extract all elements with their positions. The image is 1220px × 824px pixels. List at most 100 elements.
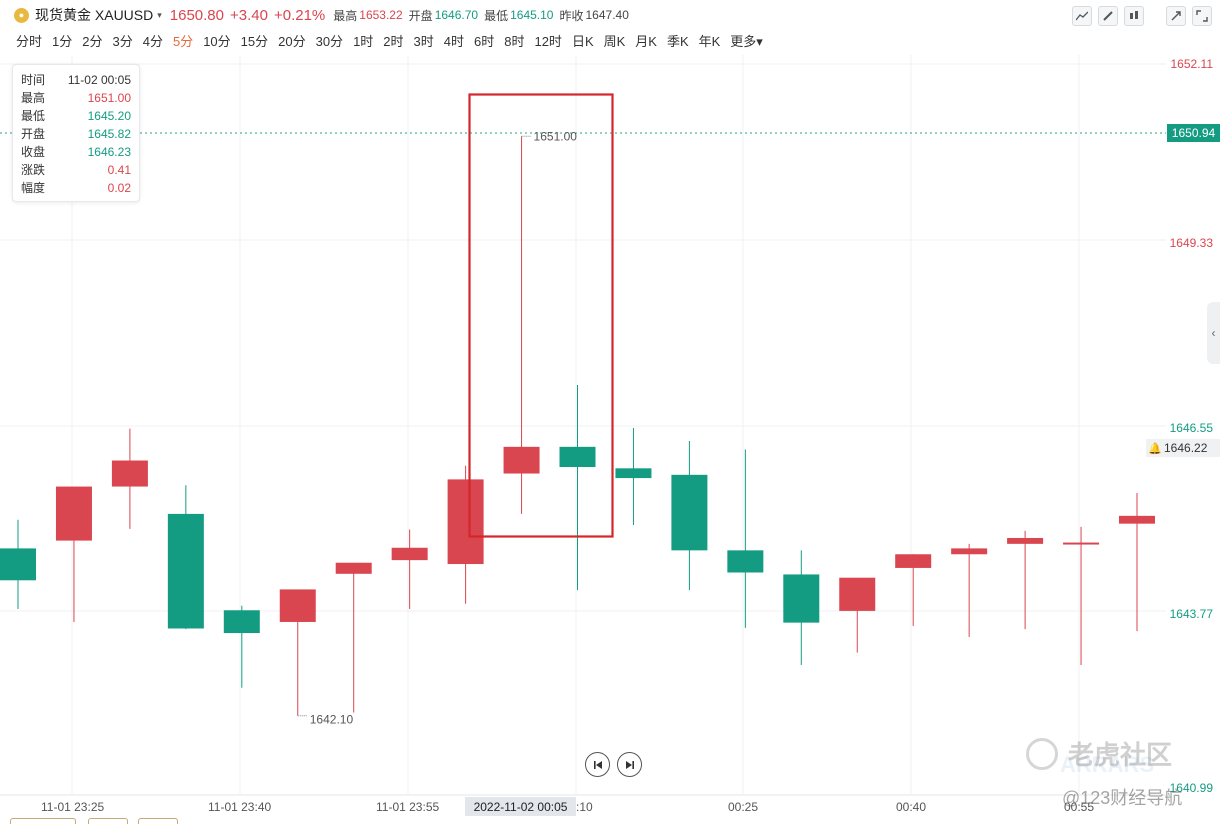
period-tab[interactable]: 15分: [240, 34, 269, 49]
min-marker-label: 1642.10: [310, 713, 354, 727]
pen-icon[interactable]: [1098, 6, 1118, 26]
candle: [55, 486, 92, 622]
tooltip-key: 最高: [21, 91, 46, 105]
candle: [951, 543, 988, 637]
candle: [839, 577, 876, 653]
time-label: 11-01 23:55: [376, 800, 440, 814]
prev-close-label: 昨收: [559, 8, 584, 23]
period-tab[interactable]: 分时: [16, 34, 43, 49]
overlay-layer: 1651.00 1642.10: [297, 93, 614, 727]
open-label: 开盘: [408, 8, 433, 23]
chart-toolbar: [1072, 6, 1212, 26]
period-tab[interactable]: 5分: [172, 34, 194, 49]
prev-close-value: 1647.40: [585, 8, 629, 22]
price-change-percent: +0.21%: [273, 6, 326, 24]
candle-body: [111, 460, 148, 487]
chevron-down-icon[interactable]: ▾: [157, 9, 162, 20]
time-label: 00:40: [896, 800, 927, 814]
highlight-box: [468, 93, 614, 538]
line-chart-icon[interactable]: [1072, 6, 1092, 26]
tooltip-row: 涨跌 0.41: [21, 161, 131, 179]
period-tab[interactable]: 周K: [603, 34, 626, 49]
candle: [335, 562, 372, 713]
period-tab[interactable]: 4时: [443, 34, 464, 49]
tooltip-row: 开盘 1645.82: [21, 125, 131, 143]
period-tab[interactable]: 年K: [698, 34, 721, 49]
period-tab[interactable]: 3分: [112, 34, 133, 49]
time-label: 11-01 23:25: [41, 800, 105, 814]
candle-body: [55, 486, 92, 541]
candle-body: [1063, 542, 1100, 545]
tooltip-key: 时间: [21, 73, 46, 87]
time-label: 00:55: [1064, 800, 1095, 814]
candle: [167, 485, 204, 630]
candle-body: [335, 562, 372, 574]
period-tab[interactable]: 12时: [534, 34, 562, 49]
fullscreen-icon[interactable]: [1192, 6, 1212, 26]
period-tab[interactable]: 2分: [82, 34, 103, 49]
period-tab[interactable]: 3时: [413, 34, 434, 49]
period-tab[interactable]: 8时: [504, 34, 525, 49]
candle: [0, 519, 36, 609]
candle-body: [727, 550, 764, 573]
price-label: 1646.55: [1169, 421, 1213, 435]
candle-body: [503, 446, 540, 474]
period-tab[interactable]: 2时: [383, 34, 404, 49]
side-panel-toggle[interactable]: ‹: [1207, 302, 1220, 364]
time-label-partial: :10: [576, 800, 593, 814]
bottom-tab[interactable]: [88, 818, 128, 824]
watermark-text: 老虎社区: [1068, 740, 1173, 770]
candle-body: [895, 554, 932, 568]
tooltip-value: 0.02: [107, 181, 131, 195]
expand-icon[interactable]: [1166, 6, 1186, 26]
symbol-name[interactable]: 现货黄金 XAUUSD: [35, 7, 154, 23]
tooltip-key: 收盘: [21, 145, 46, 159]
candle-body: [391, 547, 428, 561]
period-tab[interactable]: 6时: [474, 34, 495, 49]
bottom-tab[interactable]: [138, 818, 178, 824]
candles-icon[interactable]: [1124, 6, 1144, 26]
high-value: 1653.22: [359, 8, 403, 22]
price-change: +3.40: [230, 6, 268, 24]
candle-body: [447, 479, 484, 565]
period-tab[interactable]: 更多▾: [730, 34, 763, 49]
period-tab[interactable]: 4分: [142, 34, 163, 49]
period-tab[interactable]: 1分: [52, 34, 73, 49]
period-tab[interactable]: 20分: [278, 34, 306, 49]
candle: [615, 427, 652, 525]
period-tab[interactable]: 10分: [203, 34, 231, 49]
bottom-tab[interactable]: [10, 818, 76, 824]
period-tab[interactable]: 1时: [353, 34, 374, 49]
watermark-ghost: ARRARS: [1060, 752, 1155, 777]
tooltip-value: 1645.20: [87, 109, 131, 123]
time-label: 11-01 23:40: [208, 800, 272, 814]
price-label: 1640.99: [1169, 781, 1213, 795]
candle-body: [615, 468, 652, 479]
candles-layer: [0, 136, 1155, 716]
gold-coin-icon: ●: [14, 7, 29, 23]
price-label: 1649.33: [1169, 236, 1213, 250]
candle-body: [951, 548, 988, 555]
bell-icon[interactable]: 🔔: [1148, 442, 1162, 455]
period-tab[interactable]: 季K: [666, 34, 689, 49]
period-tab[interactable]: 30分: [315, 34, 344, 49]
candle: [447, 465, 484, 604]
low-value: 1645.10: [510, 8, 554, 22]
scroll-end-button[interactable]: [617, 752, 642, 777]
candle: [727, 449, 764, 628]
candle: [223, 605, 260, 688]
candle-body: [1119, 515, 1155, 524]
candle: [1063, 526, 1100, 665]
candle: [1007, 530, 1044, 630]
tooltip-value: 1646.23: [87, 145, 131, 159]
period-tab[interactable]: 月K: [635, 34, 657, 49]
period-tab[interactable]: 日K: [571, 34, 594, 49]
price-label: 1652.11: [1170, 57, 1214, 71]
open-value: 1646.70: [434, 8, 479, 22]
tooltip-value: 11-02 00:05: [67, 73, 131, 87]
chart-grid: [0, 55, 1166, 796]
tooltip-row: 最高 1651.00: [21, 89, 131, 107]
tooltip-key: 涨跌: [21, 163, 46, 177]
scroll-start-button[interactable]: [585, 752, 610, 777]
